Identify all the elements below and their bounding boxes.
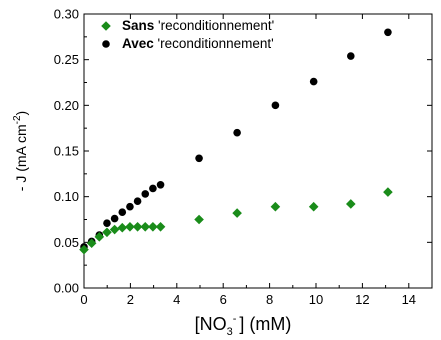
- avec-point: [118, 208, 127, 216]
- sans-point: [79, 244, 89, 255]
- x-tick-label: 6: [220, 292, 227, 307]
- y-tick-label: 0.20: [54, 98, 79, 113]
- y-tick-label: 0.30: [54, 7, 79, 22]
- avec-point: [156, 180, 165, 189]
- sans-point: [232, 208, 242, 218]
- legend-sans-label: Sans 'reconditionnement': [122, 18, 274, 33]
- x-axis-label-sup: -: [233, 313, 237, 325]
- legend-label-name: 'reconditionnement': [158, 36, 274, 51]
- plot-frame: [83, 13, 433, 289]
- x-axis-label: [NO3-] (mM): [195, 313, 292, 338]
- sans-point: [102, 227, 112, 238]
- y-axis-label-sup: -2: [12, 115, 23, 124]
- legend: Sans 'reconditionnement'Avec 'reconditio…: [101, 18, 274, 51]
- sans-point: [125, 222, 135, 232]
- legend-label-bold: Avec: [122, 36, 158, 51]
- y-tick-label: 0.25: [54, 52, 79, 67]
- sans-point: [109, 224, 120, 235]
- y-axis-label: - J (mA cm-2): [12, 111, 29, 191]
- x-tick-label: 10: [309, 292, 323, 307]
- y-axis-label-rest: ): [13, 111, 29, 116]
- avec-point: [233, 128, 241, 137]
- sans-point: [346, 199, 356, 209]
- x-tick-label: 0: [80, 292, 87, 307]
- avec-point: [141, 190, 150, 198]
- sans-point: [148, 222, 158, 232]
- x-tick-label: 14: [402, 292, 416, 307]
- sans-point: [140, 222, 151, 232]
- x-axis-label-rest: ] (mM): [239, 314, 291, 334]
- avec-point: [133, 197, 142, 206]
- legend-label-name: 'reconditionnement': [158, 18, 274, 33]
- legend-label-bold: Sans: [122, 18, 158, 33]
- y-tick-label: 0.05: [54, 235, 79, 250]
- data-points: [79, 28, 393, 255]
- y-tick-label: 0.10: [54, 189, 79, 204]
- sans-point: [117, 222, 128, 233]
- x-tick-label: 4: [173, 292, 180, 307]
- x-axis: 0 2 4 6 8 10 12 14: [80, 14, 416, 307]
- plot-border: [83, 13, 433, 289]
- legend-sans-marker: [101, 21, 111, 31]
- avec-point: [126, 202, 134, 211]
- sans-point: [270, 201, 281, 212]
- legend-avec-label: Avec 'reconditionnement': [122, 36, 274, 51]
- avec-point: [110, 214, 119, 223]
- y-axis-label-main: - J (mA cm: [13, 124, 29, 191]
- avec-point: [271, 101, 280, 110]
- sans-point: [132, 222, 143, 232]
- avec-point: [384, 28, 392, 37]
- x-tick-label: 2: [127, 292, 134, 307]
- sans-point: [383, 187, 393, 197]
- sans-point: [94, 232, 105, 242]
- avec-point: [195, 154, 203, 163]
- x-tick-label: 12: [355, 292, 369, 307]
- legend-avec-marker: [102, 40, 110, 48]
- avec-point: [149, 184, 157, 193]
- sans-point: [194, 214, 204, 225]
- sans-point: [308, 201, 319, 212]
- sans-point: [155, 222, 166, 232]
- y-tick-label: 0.15: [54, 144, 79, 159]
- sans-point: [86, 238, 97, 249]
- x-tick-label: 8: [266, 292, 273, 307]
- y-axis: 0.00 0.05 0.10 0.15 0.20 0.25 0.30: [54, 7, 432, 296]
- x-axis-label-sub: 3: [227, 326, 233, 338]
- avec-point: [103, 219, 111, 227]
- avec-point: [309, 77, 318, 86]
- y-tick-label: 0.00: [54, 281, 79, 296]
- avec-point: [347, 52, 355, 60]
- x-axis-label-main: [NO: [195, 314, 227, 334]
